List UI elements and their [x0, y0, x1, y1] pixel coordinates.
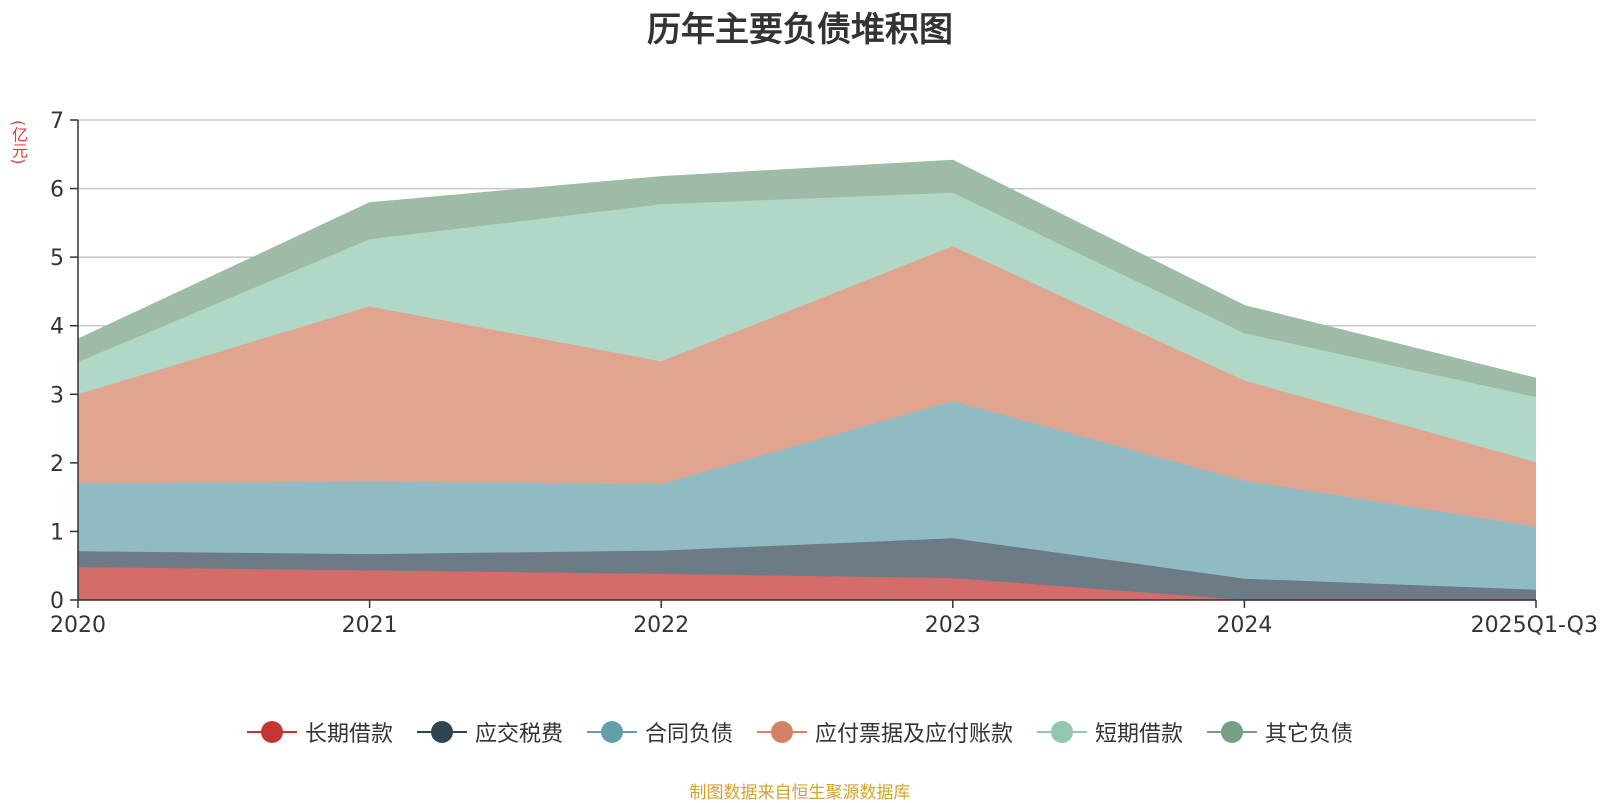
legend-marker-icon	[1207, 721, 1258, 743]
legend-item-5[interactable]: 其它负债	[1207, 716, 1353, 748]
legend-label: 应付票据及应付账款	[815, 722, 1014, 747]
y-axis-unit-label: (亿元)	[9, 120, 28, 165]
legend-label: 其它负债	[1265, 722, 1354, 747]
x-tick-label: 2021	[342, 613, 398, 638]
area-series-5[interactable]	[78, 160, 1536, 398]
legend-label: 短期借款	[1095, 722, 1184, 747]
legend-item-3[interactable]: 应付票据及应付账款	[757, 716, 1013, 748]
legend-marker-icon	[586, 721, 637, 743]
y-tick-label: 3	[50, 383, 64, 408]
x-tick-label: 2022	[633, 613, 689, 638]
legend-item-1[interactable]: 应交税费	[416, 716, 563, 748]
y-tick-label: 7	[50, 109, 64, 134]
area-series-0[interactable]	[78, 567, 1536, 600]
legend-label: 长期借款	[304, 722, 393, 747]
legend-label: 应交税费	[474, 722, 563, 747]
x-tick-label: 2020	[50, 613, 106, 638]
y-tick-label: 1	[50, 520, 64, 545]
y-tick-label: 4	[50, 315, 64, 340]
area-series-4[interactable]	[78, 192, 1536, 463]
area-layer	[77, 159, 1537, 601]
legend-marker-icon	[416, 721, 467, 743]
x-tick-label: 2025Q1-Q3	[1471, 613, 1598, 638]
y-tick-label: 0	[50, 589, 64, 614]
legend-marker-icon	[757, 721, 807, 743]
area-series-2[interactable]	[78, 401, 1536, 590]
x-tick-label: 2023	[925, 613, 981, 638]
chart-title: 历年主要负债堆积图	[647, 10, 953, 50]
legend-item-4[interactable]: 短期借款	[1037, 716, 1183, 748]
source-note: 制图数据来自恒生聚源数据库	[689, 783, 911, 803]
y-tick-label: 5	[50, 246, 64, 271]
area-series-3[interactable]	[78, 246, 1536, 527]
legend-item-0[interactable]: 长期借款	[246, 716, 393, 748]
y-tick-label: 2	[50, 452, 64, 477]
legend: 长期借款 应交税费 合同负债 应付票据及应付账款 短期借款 其它负债	[0, 716, 1600, 748]
legend-marker-icon	[1037, 721, 1088, 743]
legend-item-2[interactable]: 合同负债	[586, 716, 733, 748]
legend-label: 合同负债	[644, 722, 733, 747]
area-edge-5	[77, 159, 1537, 380]
y-tick-label: 6	[50, 178, 64, 203]
x-tick-label: 2024	[1216, 613, 1272, 638]
legend-marker-icon	[246, 721, 297, 743]
axis-layer: 0 1 2 3 4 5 6 7 2020 2021 2022 2023 2024 2025Q1-Q3	[50, 109, 1598, 638]
